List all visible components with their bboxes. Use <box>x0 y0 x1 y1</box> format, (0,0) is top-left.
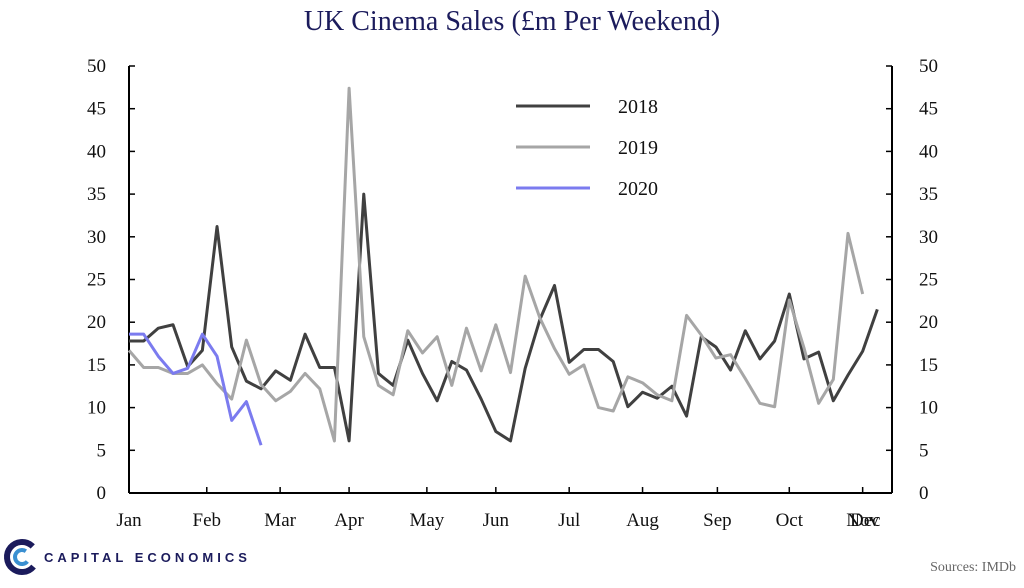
x-tick-label-apr: Apr <box>334 510 364 531</box>
x-tick-label-jul: Jul <box>558 510 580 531</box>
right-y-tick-label: 25 <box>919 270 938 291</box>
right-y-tick-label: 30 <box>919 227 938 248</box>
legend-label-2020: 2020 <box>618 178 658 200</box>
left-y-tick-label: 5 <box>97 440 107 461</box>
series-layer <box>127 86 879 446</box>
source-note: Sources: IMDb <box>930 560 1016 575</box>
right-y-tick-label: 40 <box>919 141 938 162</box>
right-y-tick-label: 20 <box>919 312 938 333</box>
company-name: CAPITAL ECONOMICS <box>44 550 251 565</box>
series-line-2020 <box>129 332 263 446</box>
right-y-tick-label: 35 <box>919 184 938 205</box>
right-y-tick-label: 5 <box>919 440 929 461</box>
right-y-tick-label: 0 <box>919 483 929 504</box>
x-tick-label-feb: Feb <box>193 510 222 531</box>
left-y-tick-label: 40 <box>87 141 106 162</box>
legend: 2018 2019 2020 <box>516 96 658 200</box>
right-y-axis: 0 5 10 15 20 25 30 35 40 45 50 <box>886 56 938 504</box>
x-tick-label-sep: Sep <box>703 510 732 531</box>
x-tick-label-jan: Jan <box>116 510 142 531</box>
left-y-tick-label: 50 <box>87 56 106 77</box>
right-y-tick-label: 10 <box>919 398 938 419</box>
x-tick-label-nov: Nov <box>846 510 879 531</box>
x-tick-label-mar: Mar <box>264 510 296 531</box>
left-y-tick-label: 45 <box>87 99 106 120</box>
capital-economics-logo: CAPITAL ECONOMICS <box>4 539 251 575</box>
right-y-tick-label: 15 <box>919 355 938 376</box>
legend-label-2018: 2018 <box>618 96 658 118</box>
left-y-tick-label: 25 <box>87 270 106 291</box>
legend-label-2019: 2019 <box>618 137 658 159</box>
x-tick-label-oct: Oct <box>776 510 804 531</box>
left-y-tick-label: 15 <box>87 355 106 376</box>
left-y-tick-label: 30 <box>87 227 106 248</box>
x-tick-label-jun: Jun <box>483 510 510 531</box>
left-y-tick-label: 20 <box>87 312 106 333</box>
left-y-tick-label: 35 <box>87 184 106 205</box>
logo-inner-ring-icon <box>13 548 31 566</box>
logo-ring-icon <box>4 539 40 575</box>
chart-title: UK Cinema Sales (£m Per Weekend) <box>304 6 720 37</box>
series-line-2018 <box>129 192 879 443</box>
right-y-tick-label: 45 <box>919 99 938 120</box>
left-y-tick-label: 0 <box>97 483 107 504</box>
series-line-2019 <box>127 86 865 443</box>
x-tick-label-aug: Aug <box>626 510 659 531</box>
left-y-axis: 0 5 10 15 20 25 30 35 40 45 50 <box>87 56 135 504</box>
left-y-tick-label: 10 <box>87 398 106 419</box>
x-tick-label-dec: Dec <box>850 510 881 531</box>
right-y-tick-label: 50 <box>919 56 938 77</box>
x-tick-label-may: May <box>409 510 444 531</box>
